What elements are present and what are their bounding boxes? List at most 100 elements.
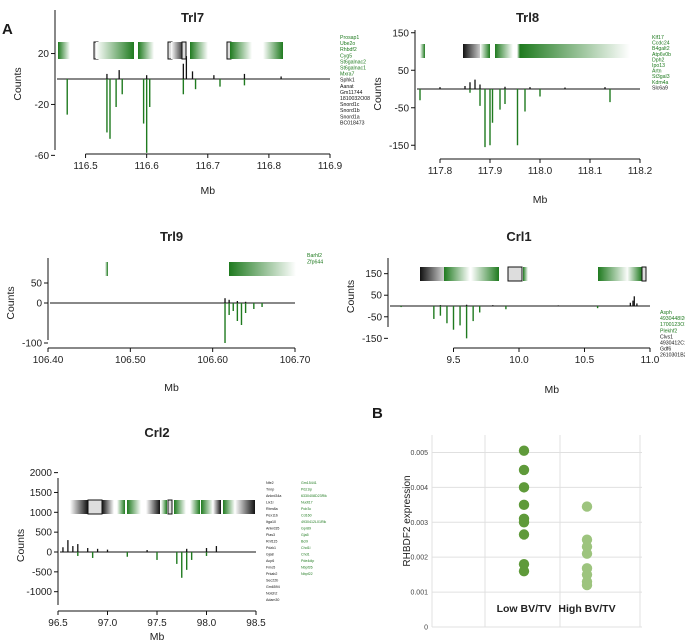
trl8-gene-block — [520, 44, 630, 58]
crl2-gene-label: Pde4dip — [301, 559, 314, 563]
crl1-title: Crl1 — [506, 229, 531, 244]
crl2-gene-label: Rbm8a — [266, 507, 278, 511]
trl7-gene-block — [96, 42, 134, 59]
trl7-y-tick-label: -20 — [35, 100, 50, 111]
rhbdf2-point — [518, 529, 530, 540]
rhbdf2-category-label: Low BV/TV — [497, 603, 552, 615]
crl2-x-tick-label: 98.0 — [197, 618, 217, 629]
trl9-y-tick-label: -100 — [22, 339, 42, 350]
trl7-y-tick-label: 20 — [38, 49, 50, 60]
rhbdf2-category-label: High BV/TV — [558, 603, 615, 615]
crl2-gene-label: Gja8 — [266, 553, 274, 557]
rhbdf2-y-tick-label: 0.002 — [410, 555, 428, 562]
crl2-gene-label: Nbpf22 — [301, 572, 313, 576]
chart-crl2: Crl2 2000 1500 1000 500 0 -500 -1000 Counts 96.5 9… — [15, 425, 327, 641]
trl7-gene-block — [230, 42, 252, 59]
crl2-y-tick-label: 1000 — [30, 508, 53, 519]
trl9-title: Trl9 — [160, 229, 183, 244]
crl1-y-tick-label: -50 — [368, 312, 383, 323]
trl8-gene-label: Ipo13 — [652, 63, 665, 69]
rhbdf2-point — [518, 565, 530, 577]
crl2-x-tick-label: 97.5 — [147, 618, 167, 629]
crl1-x-tick-label: 10.5 — [575, 355, 595, 366]
trl7-gene-block — [190, 42, 208, 59]
crl2-y-tick-label: -500 — [32, 567, 52, 578]
chart-crl1: Crl1 150 50 -50 -150 Counts 9.5 10.0 10.5 11.0 Mb A… — [345, 229, 685, 396]
trl8-gene-label: St3gal3 — [652, 74, 670, 80]
chart-rhbdf2-expression: 0 0.001 0.002 0.003 0.004 0.005 RHBDF2 express… — [402, 435, 642, 632]
trl9-x-tick-label: 106.40 — [33, 355, 64, 366]
rhbdf2-y-tick-label: 0 — [424, 625, 428, 632]
crl2-gene-label: Cd160 — [301, 514, 312, 518]
crl1-xlabel: Mb — [544, 384, 559, 396]
crl2-gene-block — [201, 500, 213, 514]
trl7-xlabel: Mb — [200, 185, 215, 197]
crl2-gene-label: Pias3 — [266, 533, 275, 537]
crl2-gene-label: Tnnp — [266, 488, 274, 492]
crl2-gene-block — [117, 500, 125, 514]
crl1-gene-block — [420, 267, 450, 281]
trl8-x-tick-label: 117.8 — [428, 166, 453, 177]
trl9-gene-label: Zfp644 — [307, 259, 323, 265]
rhbdf2-point — [581, 579, 593, 591]
crl2-gene-block — [146, 500, 160, 514]
crl2-gene-block — [223, 500, 235, 514]
crl1-x-tick-label: 11.0 — [641, 355, 660, 366]
crl2-y-tick-label: 500 — [35, 528, 52, 539]
crl2-gene-label: Nudt17 — [301, 501, 313, 505]
crl1-ylabel: Counts — [345, 280, 357, 313]
trl7-gene-label: Gm11744 — [340, 90, 363, 96]
crl2-gene-label: Gm15441 — [301, 481, 317, 485]
trl8-x-tick-label: 118.2 — [628, 166, 653, 177]
trl7-gene-label: Rhbdf2 — [340, 47, 357, 53]
trl9-ylabel: Counts — [5, 286, 17, 319]
crl2-gene-block — [235, 500, 255, 514]
chart-trl9: Trl9 50 0 -100 Counts 106.40 106.50 106.60 106.7… — [5, 229, 323, 394]
crl2-y-tick-label: 0 — [46, 548, 52, 559]
trl8-y-tick-label: 150 — [392, 28, 409, 39]
trl7-x-tick-label: 116.7 — [196, 161, 221, 172]
trl8-x-tick-label: 118.0 — [528, 166, 553, 177]
rhbdf2-point — [518, 464, 530, 476]
crl1-gene-block — [627, 267, 642, 281]
trl8-gene-label: Kdm4a — [652, 80, 669, 86]
trl9-x-tick-label: 106.50 — [115, 355, 146, 366]
trl9-y-tick-label: 50 — [31, 279, 43, 290]
crl2-gene-label: Polr3c — [301, 507, 311, 511]
trl8-gene-label: Slc6a9 — [652, 85, 668, 91]
trl8-y-tick-label: -50 — [395, 103, 410, 114]
crl1-gene-box — [507, 266, 523, 282]
crl2-ylabel: Counts — [15, 529, 27, 562]
rhbdf2-point — [581, 548, 593, 559]
crl1-gene-box — [641, 266, 647, 282]
rhbdf2-point — [581, 501, 593, 512]
crl2-gene-block — [174, 500, 186, 514]
crl2-x-tick-label: 96.5 — [48, 618, 68, 629]
chart-trl7: Trl7 20 -20 -60 Counts 116.5 116.6 116.7 116.8 11… — [12, 10, 370, 197]
panel-label-b: B — [372, 405, 383, 422]
crl2-gene-label: Gpr89 — [301, 527, 311, 531]
trl8-gene-block — [517, 44, 520, 58]
trl7-gene-block — [138, 42, 154, 59]
rhbdf2-point — [518, 445, 530, 456]
crl2-gene-block — [213, 500, 221, 514]
trl9-x-tick-label: 106.60 — [197, 355, 228, 366]
trl7-gene-label: Snord1a — [340, 114, 360, 120]
crl2-gene-label: Lix1l — [266, 501, 274, 505]
trl8-gene-block — [463, 44, 485, 58]
trl7-gene-label: Sphk1 — [340, 78, 355, 84]
trl7-gene-label: Snord1b — [340, 108, 360, 114]
crl1-gene-label: Clvs1 — [660, 334, 673, 340]
trl9-y-tick-label: 0 — [36, 299, 42, 310]
crl2-gene-label: Sec22b — [266, 579, 278, 583]
trl8-y-tick-label: 50 — [398, 66, 410, 77]
crl2-gene-block — [70, 500, 88, 514]
crl2-gene-label: 4930412L01Rik — [301, 520, 326, 524]
trl7-x-tick-label: 116.8 — [257, 161, 282, 172]
trl8-x-tick-label: 117.9 — [478, 166, 503, 177]
trl7-gene-label: Ube2o — [340, 41, 355, 47]
rhbdf2-point — [518, 499, 530, 511]
crl2-x-tick-label: 97.0 — [98, 618, 118, 629]
trl9-x-tick-label: 106.70 — [280, 355, 311, 366]
trl8-xlabel: Mb — [533, 194, 548, 206]
